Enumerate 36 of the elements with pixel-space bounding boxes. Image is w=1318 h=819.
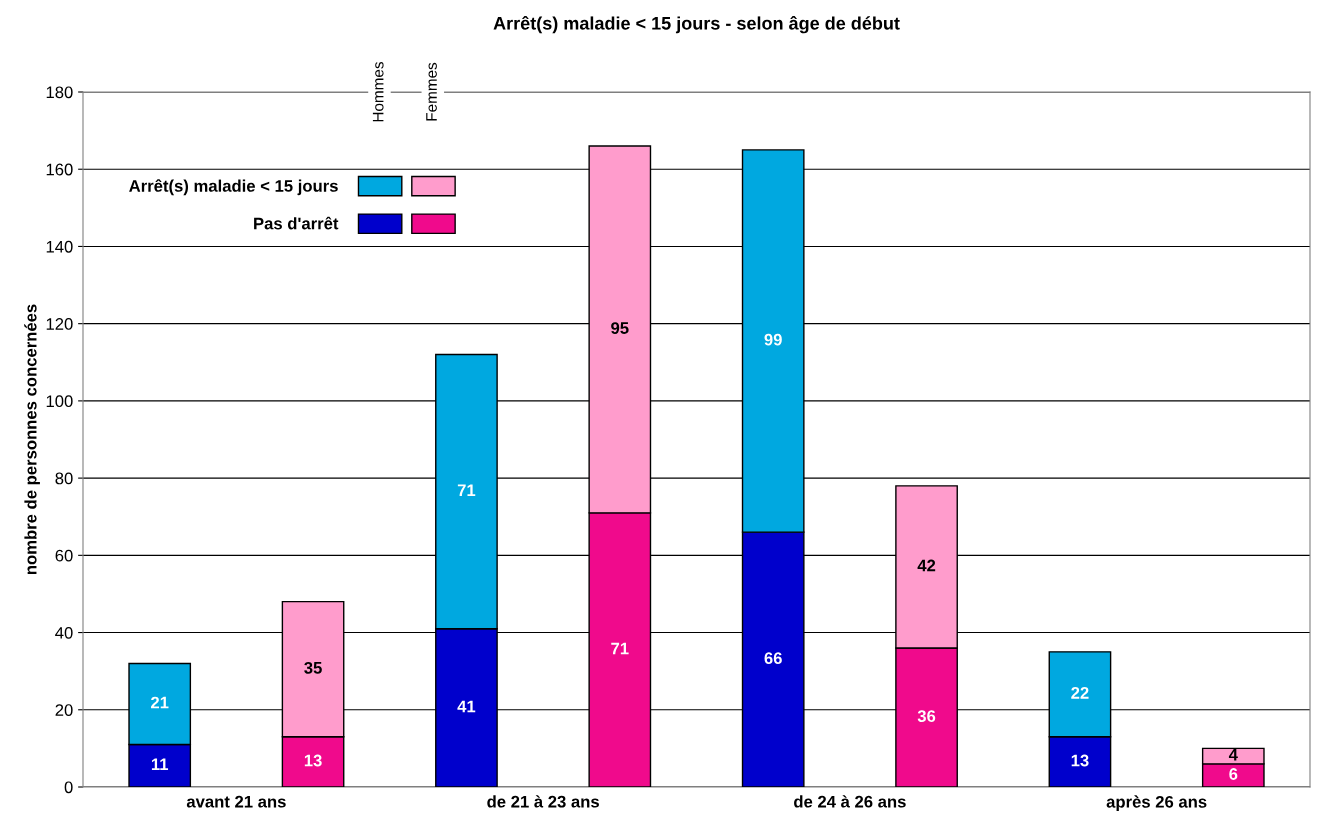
y-tick-label: 100 — [46, 395, 73, 408]
y-tick-label: 140 — [46, 240, 73, 253]
data-label: 13 — [1071, 754, 1089, 767]
y-tick-label: 160 — [46, 163, 73, 176]
legend-label: Pas d'arrêt — [254, 216, 339, 230]
text: de 24 à 26 ans — [794, 795, 906, 808]
data-label: 36 — [917, 710, 936, 722]
text: avant 21 ans — [186, 795, 286, 808]
data-label: 66 — [764, 652, 782, 665]
y-tick-label: 60 — [55, 549, 73, 562]
chart-title: Arrêt(s) maladie < 15 jours - selon âge de début — [493, 16, 900, 34]
legend-label: Arrêt(s) maladie < 15 jours — [129, 179, 338, 196]
text: après 26 ans — [1106, 795, 1207, 812]
data-label: 71 — [611, 642, 629, 655]
data-label: 71 — [457, 484, 476, 496]
y-tick-label: 180 — [46, 86, 73, 99]
data-label: 95 — [611, 322, 629, 334]
annotation: Femmes — [426, 62, 437, 121]
text: de 21 à 23 ans — [487, 795, 599, 808]
data-label: 6 — [1229, 768, 1238, 780]
y-tick-label: 120 — [46, 318, 73, 330]
y-tick-label: 40 — [55, 626, 73, 639]
y-tick-label: 20 — [55, 704, 73, 716]
y-axis-title: nombre de personnes concernées — [24, 304, 40, 575]
data-label: 99 — [764, 333, 782, 346]
data-label: 41 — [457, 700, 476, 713]
data-label: 42 — [917, 559, 936, 572]
data-label: 13 — [304, 754, 322, 767]
data-label: 4 — [1228, 748, 1238, 761]
annotation: Hommes — [372, 61, 384, 122]
y-tick-label: 80 — [55, 472, 73, 485]
data-label: 21 — [151, 696, 169, 709]
y-tick-label: 0 — [64, 781, 73, 794]
data-label: 11 — [151, 758, 169, 771]
data-label: 22 — [1071, 687, 1089, 699]
data-label: 35 — [304, 661, 322, 674]
